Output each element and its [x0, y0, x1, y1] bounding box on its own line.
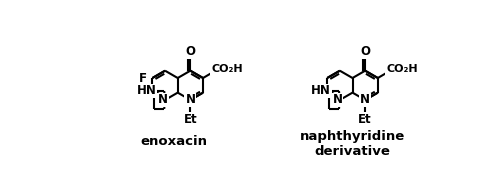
- Text: CO₂H: CO₂H: [211, 64, 243, 74]
- Text: O: O: [360, 45, 370, 58]
- Text: N: N: [186, 93, 196, 106]
- Text: HN: HN: [136, 84, 156, 98]
- Text: Et: Et: [358, 113, 372, 126]
- Text: N: N: [332, 93, 342, 106]
- Text: enoxacin: enoxacin: [140, 135, 207, 148]
- Text: F: F: [139, 72, 147, 84]
- Text: naphthyridine
derivative: naphthyridine derivative: [300, 130, 405, 158]
- Text: N: N: [158, 93, 168, 106]
- Text: Et: Et: [184, 113, 197, 126]
- Text: O: O: [186, 45, 196, 58]
- Text: N: N: [360, 93, 370, 106]
- Text: HN: HN: [312, 84, 331, 98]
- Text: CO₂H: CO₂H: [386, 64, 418, 74]
